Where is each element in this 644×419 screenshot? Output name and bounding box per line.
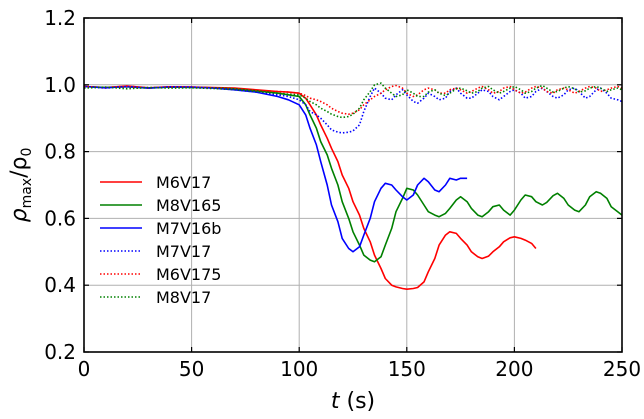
series-line-M7V17 [83, 85, 623, 134]
x-tick-label: 150 [388, 357, 426, 381]
x-tick-label: 50 [179, 357, 204, 381]
ticks-layer: 0 50 100 150 200 250 0.2 0.4 0.6 0.8 1.0 1.2 [44, 6, 641, 381]
legend-entry-label: M8V17 [156, 288, 211, 307]
x-axis-label-var: t [331, 389, 341, 414]
y-tick-label: 0.4 [44, 273, 76, 297]
legend-entry-label: M6V175 [156, 265, 221, 284]
y-axis-label: ρmax/ρ0 [7, 148, 35, 223]
x-tick-label: 250 [603, 357, 641, 381]
series-line-M6V175 [83, 84, 623, 115]
legend-entry-label: M7V17 [156, 242, 211, 261]
legend-entry-label: M7V16b [156, 219, 221, 238]
y-tick-label: 0.2 [44, 340, 76, 364]
legend-entry-label: M6V17 [156, 173, 211, 192]
legend: M6V17 M8V165 M7V16b M7V17 M6V175 M8V17 [100, 173, 221, 307]
x-tick-label: 200 [495, 357, 533, 381]
plot-frame [83, 17, 623, 353]
y-tick-label: 0.6 [44, 206, 76, 230]
x-tick-label: 0 [78, 357, 91, 381]
series-line-M8V17 [83, 82, 623, 119]
y-axis-label-mid: /ρ [7, 157, 32, 178]
grid-layer [84, 18, 622, 352]
legend-entry-label: M8V165 [156, 196, 221, 215]
y-tick-label: 1.2 [44, 6, 76, 30]
series-line-M7V16b [83, 85, 468, 253]
series-line-M6V17 [83, 85, 537, 291]
y-axis-label-sub-max: max [19, 178, 35, 209]
y-tick-label: 0.8 [44, 140, 76, 164]
y-axis-label-sub-0: 0 [19, 148, 35, 157]
x-tick-label: 100 [280, 357, 318, 381]
x-axis-label-unit: (s) [340, 389, 376, 414]
y-axis-label-rho: ρ [7, 208, 32, 222]
y-tick-label: 1.0 [44, 73, 76, 97]
series-layer [83, 82, 623, 291]
x-axis-label: t (s) [331, 389, 375, 414]
series-line-M8V165 [83, 85, 623, 263]
